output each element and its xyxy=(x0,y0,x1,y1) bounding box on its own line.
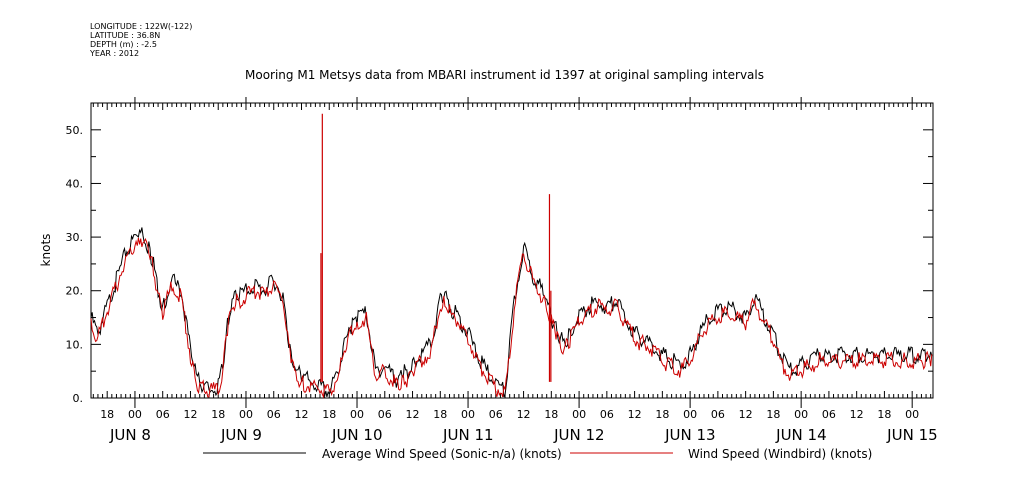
x-hour-tick-label: 18 xyxy=(655,408,669,421)
depth-label: DEPTH (m) : -2.5 xyxy=(90,40,157,49)
x-hour-tick-label: 18 xyxy=(100,408,114,421)
x-day-label: JUN 9 xyxy=(220,426,262,444)
y-tick-label: 0. xyxy=(73,392,84,405)
series-line-windbird xyxy=(90,237,933,399)
x-hour-tick-label: 00 xyxy=(128,408,142,421)
x-day-label: JUN 14 xyxy=(775,426,826,444)
x-hour-tick-label: 18 xyxy=(433,408,447,421)
x-hour-tick-label: 12 xyxy=(739,408,753,421)
x-hour-tick-label: 00 xyxy=(239,408,253,421)
x-hour-tick-label: 06 xyxy=(156,408,170,421)
x-day-label: JUN 10 xyxy=(331,426,382,444)
x-hour-tick-label: 12 xyxy=(295,408,309,421)
x-day-label: JUN 13 xyxy=(664,426,715,444)
longitude-label: LONGITUDE : 122W(-122) xyxy=(90,22,193,31)
x-hour-tick-label: 18 xyxy=(766,408,780,421)
x-hour-tick-label: 18 xyxy=(211,408,225,421)
y-tick-label: 40. xyxy=(66,177,84,190)
x-hour-tick-label: 00 xyxy=(683,408,697,421)
x-hour-tick-label: 06 xyxy=(711,408,725,421)
y-tick-label: 50. xyxy=(66,124,84,137)
x-hour-tick-label: 12 xyxy=(628,408,642,421)
plot-frame xyxy=(90,102,934,399)
x-hour-tick-label: 00 xyxy=(461,408,475,421)
x-hour-tick-label: 00 xyxy=(572,408,586,421)
x-hour-tick-label: 12 xyxy=(183,408,197,421)
series-line-sonic xyxy=(90,227,933,398)
x-day-label: JUN 11 xyxy=(442,426,493,444)
y-tick-label: 30. xyxy=(66,231,84,244)
x-hour-tick-label: 06 xyxy=(822,408,836,421)
x-day-label: JUN 15 xyxy=(886,426,937,444)
x-hour-tick-label: 00 xyxy=(350,408,364,421)
x-hour-tick-label: 12 xyxy=(406,408,420,421)
year-label: YEAR : 2012 xyxy=(90,49,140,58)
latitude-label: LATITUDE : 36.8N xyxy=(90,31,161,40)
x-hour-tick-label: 12 xyxy=(850,408,864,421)
x-hour-tick-label: 06 xyxy=(378,408,392,421)
y-tick-label: 10. xyxy=(66,338,84,351)
x-hour-tick-label: 06 xyxy=(489,408,503,421)
x-hour-tick-label: 18 xyxy=(544,408,558,421)
x-hour-tick-label: 06 xyxy=(267,408,281,421)
y-tick-label: 20. xyxy=(66,285,84,298)
metadata-block: LONGITUDE : 122W(-122) LATITUDE : 36.8N … xyxy=(90,22,192,58)
y-axis-label: knots xyxy=(39,234,53,267)
x-hour-tick-label: 00 xyxy=(794,408,808,421)
x-hour-tick-label: 06 xyxy=(600,408,614,421)
x-hour-tick-label: 18 xyxy=(877,408,891,421)
x-hour-tick-label: 12 xyxy=(517,408,531,421)
x-hour-tick-label: 18 xyxy=(322,408,336,421)
x-hour-tick-label: 00 xyxy=(905,408,919,421)
x-day-label: JUN 12 xyxy=(553,426,604,444)
x-day-label: JUN 8 xyxy=(109,426,151,444)
chart-title: Mooring M1 Metsys data from MBARI instru… xyxy=(245,68,764,82)
